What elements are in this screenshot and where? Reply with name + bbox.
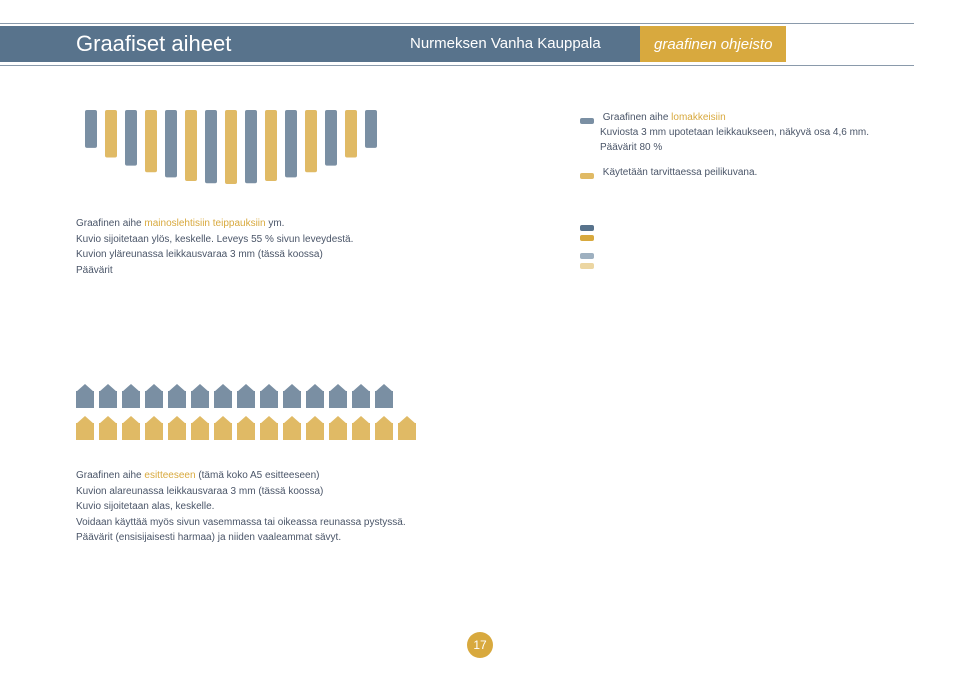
page-number-badge: 17: [467, 632, 493, 658]
house-icon: [237, 416, 255, 440]
right-line4: Käytetään tarvittaessa peilikuvana.: [603, 167, 758, 178]
rule-top: [0, 23, 914, 24]
house-icon: [306, 416, 324, 440]
p2-line5: Päävärit (ensisijaisesti harmaa) ja niid…: [76, 530, 406, 546]
house-icon: [168, 384, 186, 408]
p2-line3: Kuvio sijoitetaan alas, keskelle.: [76, 499, 406, 515]
p2-line4: Voidaan käyttää myös sivun vasemmassa ta…: [76, 515, 406, 531]
house-icon: [122, 384, 140, 408]
house-icon: [398, 416, 416, 440]
house-icon: [375, 384, 393, 408]
p2-line1c: (tämä koko A5 esitteeseen): [196, 470, 320, 481]
house-icon: [329, 416, 347, 440]
house-icon: [375, 416, 393, 440]
house-icon: [168, 416, 186, 440]
p2-line1a: Graafinen aihe: [76, 470, 144, 481]
p1-line2: Kuvio sijoitetaan ylös, keskelle. Leveys…: [76, 232, 353, 248]
header-subtitle-2-box: graafinen ohjeisto: [640, 26, 786, 62]
lozenge-icon: [580, 218, 594, 228]
house-icon: [191, 416, 209, 440]
house-icon: [283, 384, 301, 408]
houses-row-1: [76, 384, 393, 408]
header-subtitle-1: Nurmeksen Vanha Kauppala: [410, 26, 601, 62]
lozenge-icon: [580, 114, 594, 120]
para-esite: Graafinen aihe esitteeseen (tämä koko A5…: [76, 468, 406, 546]
house-icon: [237, 384, 255, 408]
arch-graphic: [76, 110, 386, 188]
p1-line1b: mainoslehtisiin teippauksiin: [144, 218, 265, 229]
house-icon: [329, 384, 347, 408]
house-icon: [352, 384, 370, 408]
page-number: 17: [473, 638, 486, 652]
house-icon: [76, 416, 94, 440]
page-title: Graafiset aiheet: [76, 31, 231, 57]
p1-line4: Päävärit: [76, 263, 353, 279]
p2-line1b: esitteeseen: [144, 470, 195, 481]
lozenge-icon: [580, 169, 594, 175]
houses-row-2: [76, 416, 416, 440]
house-icon: [99, 416, 117, 440]
header-subtitle-2: graafinen ohjeisto: [654, 36, 772, 53]
lozenge-icon: [580, 256, 594, 266]
right-line1a: Graafinen aihe: [603, 112, 671, 123]
house-icon: [306, 384, 324, 408]
right-line1b: lomakkeisiin: [671, 112, 725, 123]
right-info-block: Graafinen aihe lomakkeisiin Kuviosta 3 m…: [580, 110, 869, 180]
house-icon: [191, 384, 209, 408]
house-icon: [76, 384, 94, 408]
rule-bottom: [0, 65, 914, 66]
p1-line3: Kuvion yläreunassa leikkausvaraa 3 mm (t…: [76, 247, 353, 263]
p2-line2: Kuvion alareunassa leikkausvaraa 3 mm (t…: [76, 484, 406, 500]
house-icon: [214, 416, 232, 440]
house-icon: [214, 384, 232, 408]
house-icon: [283, 416, 301, 440]
house-icon: [145, 384, 163, 408]
house-icon: [145, 416, 163, 440]
lozenge-icon: [580, 228, 594, 238]
right-lozenge-stack: [580, 218, 594, 266]
p1-line1c: ym.: [266, 218, 285, 229]
house-icon: [99, 384, 117, 408]
house-icon: [122, 416, 140, 440]
right-line3: Päävärit 80 %: [580, 140, 869, 155]
house-icon: [260, 384, 278, 408]
house-icon: [260, 416, 278, 440]
p1-line1a: Graafinen aihe: [76, 218, 144, 229]
right-line2: Kuviosta 3 mm upotetaan leikkaukseen, nä…: [580, 125, 869, 140]
house-icon: [352, 416, 370, 440]
lozenge-icon: [580, 246, 594, 256]
para-mainos: Graafinen aihe mainoslehtisiin teippauks…: [76, 216, 353, 278]
